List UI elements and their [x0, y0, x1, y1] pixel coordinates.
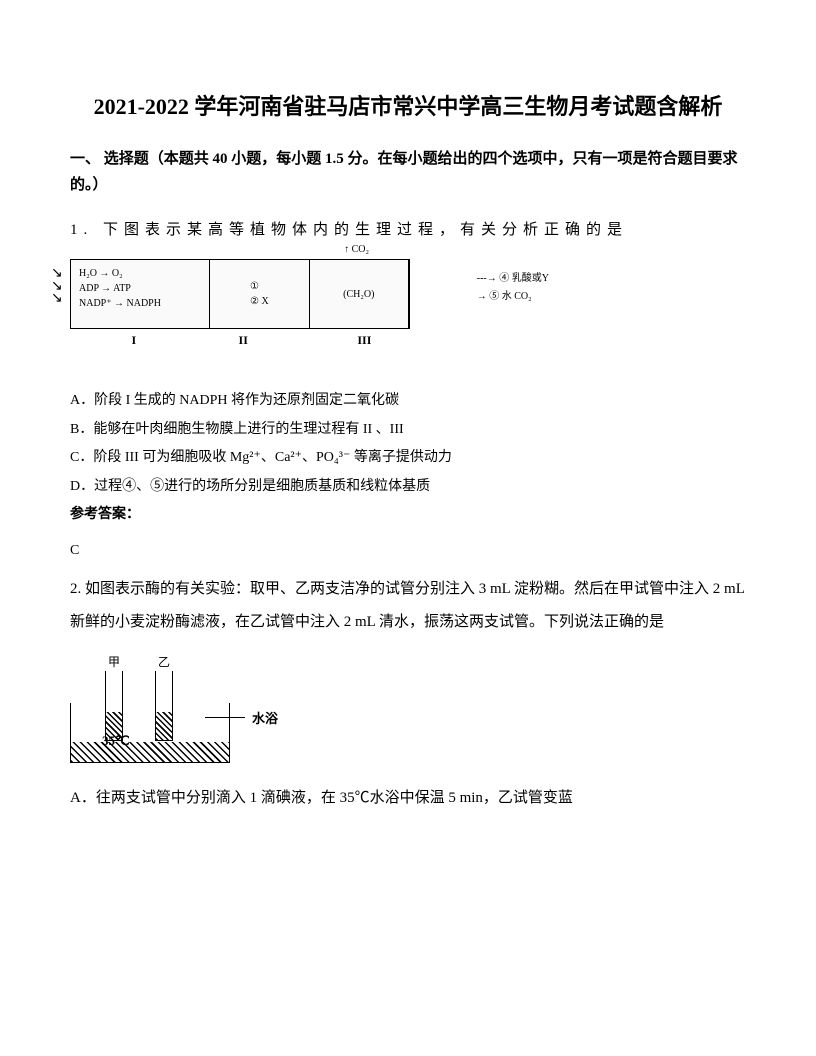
q2-diagram: 甲 乙 35℃ 水浴	[70, 653, 270, 763]
co2-label: ↑ CO₂	[344, 244, 369, 255]
q1-option-c: C．阶段 III 可为细胞吸收 Mg²⁺、Ca²⁺、PO₄³⁻ 等离子提供动力	[70, 445, 746, 472]
q1-option-b: B．能够在叶肉细胞生物膜上进行的生理过程有 II 、III	[70, 417, 746, 444]
q2-stem: 2. 如图表示酶的有关实验：取甲、乙两支洁净的试管分别注入 3 mL 淀粉糊。然…	[70, 573, 746, 639]
answer-label: 参考答案：	[70, 502, 746, 529]
water-bath-label: 水浴	[252, 708, 278, 727]
q1-option-d: D．过程④、⑤进行的场所分别是细胞质基质和线粒体基质	[70, 474, 746, 501]
output-box: ---→ ④ 乳酸或Y → ⑤ 水 CO₂	[477, 270, 549, 306]
stage-2: ①② X	[210, 260, 309, 328]
page-title: 2021-2022 学年河南省驻马店市常兴中学高三生物月考试题含解析	[70, 90, 746, 123]
section-header: 一、 选择题（本题共 40 小题，每小题 1.5 分。在每小题给出的四个选项中，…	[70, 147, 746, 198]
q2-option-a: A．往两支试管中分别滴入 1 滴碘液，在 35℃水浴中保温 5 min，乙试管变…	[70, 783, 746, 813]
q1-options: A．阶段 I 生成的 NADPH 将作为还原剂固定二氧化碳 B．能够在叶肉细胞生…	[70, 388, 746, 529]
tube-label-1: 甲	[105, 653, 123, 670]
q1-diagram: ↘↘↘ ↑ CO₂ H₂O → O₂ ADP → ATP NADP⁺ → NAD…	[70, 259, 746, 348]
q1-answer: C	[70, 543, 746, 559]
tube-label-2: 乙	[155, 653, 173, 670]
q1-option-a: A．阶段 I 生成的 NADPH 将作为还原剂固定二氧化碳	[70, 388, 746, 415]
q1-stem: 1. 下图表示某高等植物体内的生理过程，有关分析正确的是	[70, 214, 746, 247]
stage-3: (CH₂O)	[310, 260, 409, 328]
stage-1: H₂O → O₂ ADP → ATP NADP⁺ → NADPH	[71, 260, 210, 328]
roman-labels: I II III	[70, 333, 410, 348]
temp-label: 35℃	[102, 733, 130, 749]
light-arrows: ↘↘↘	[51, 268, 63, 306]
water-line	[205, 717, 245, 718]
beaker	[70, 703, 230, 763]
